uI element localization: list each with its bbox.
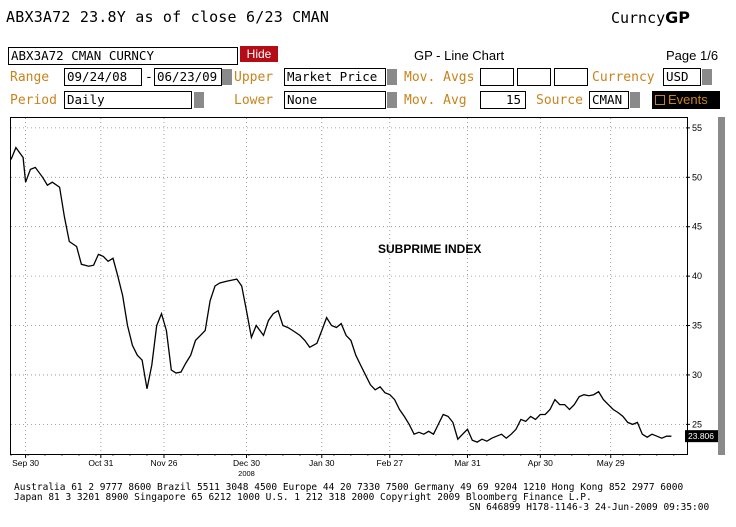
range-dash: - (145, 70, 153, 85)
source-dropdown[interactable] (630, 92, 640, 108)
page-indicator: Page 1/6 (666, 48, 719, 63)
source-label: Source (536, 93, 583, 108)
y-tick-label: 30 (692, 370, 702, 380)
x-tick-label: May 29 (597, 458, 625, 468)
lower-label: Lower (234, 93, 274, 108)
upper-dropdown[interactable] (387, 69, 397, 85)
mov-avgs-field-2[interactable] (517, 68, 551, 86)
y-tick-label: 50 (692, 172, 702, 182)
brand-prefix: Curncy (610, 9, 666, 27)
security-field[interactable]: ABX3A72 CMAN CURNCY (8, 47, 238, 65)
x-tick-label: Sep 30 (12, 458, 39, 468)
axes (10, 127, 690, 458)
footer: Australia 61 2 9777 8600 Brazil 5511 304… (14, 483, 709, 513)
mov-avgs-field-3[interactable] (554, 68, 588, 86)
y-tick-label: 35 (692, 321, 702, 331)
y-tick-label: 45 (692, 222, 702, 232)
range-from-field[interactable]: 09/24/08 (64, 68, 142, 86)
period-dropdown[interactable] (194, 92, 204, 108)
x-tick-label: Nov 26 (150, 458, 177, 468)
period-field[interactable]: Daily (64, 91, 192, 109)
chart-title: SUBPRIME INDEX (378, 242, 482, 256)
mov-avg-field[interactable]: 15 (480, 91, 526, 109)
last-value-box (685, 430, 719, 443)
footer-line-3: SN 646899 H178-1146-3 24-Jun-2009 09:35:… (469, 502, 710, 513)
upper-field[interactable]: Market Price (284, 68, 386, 86)
lower-dropdown[interactable] (387, 92, 397, 108)
mov-avgs-label: Mov. Avgs (404, 70, 475, 85)
series-line (10, 146, 672, 443)
year-label: 2008 (238, 469, 255, 478)
events-label: Events (668, 92, 708, 107)
y-tick-label: 40 (692, 271, 702, 281)
lower-field[interactable]: None (284, 91, 386, 109)
grid (11, 118, 686, 454)
x-tick-label: Apr 30 (528, 458, 553, 468)
x-tick-label: Mar 31 (454, 458, 481, 468)
page-title: ABX3A72 23.8Y as of close 6/23 CMAN (6, 8, 330, 26)
currency-label: Currency (592, 70, 655, 85)
footer-line-2: Japan 81 3 3201 8900 Singapore 65 6212 1… (14, 492, 592, 503)
brand-logo: CurncyGP (611, 8, 690, 27)
currency-dropdown[interactable] (702, 69, 712, 85)
brand-suffix: GP (665, 8, 690, 27)
x-tick-label: Oct 31 (88, 458, 113, 468)
x-tick-label: Feb 27 (377, 458, 404, 468)
source-field[interactable]: CMAN (589, 91, 629, 109)
mov-avgs-field-1[interactable] (480, 68, 514, 86)
x-tick-label: Dec 30 (233, 458, 260, 468)
y-tick-label: 25 (692, 419, 702, 429)
y-tick-label: 55 (692, 123, 702, 133)
events-checkbox-icon[interactable] (655, 95, 665, 105)
range-label: Range (10, 70, 50, 85)
upper-label: Upper (234, 70, 274, 85)
range-to-field[interactable]: 06/23/09 (154, 68, 222, 86)
hide-button[interactable]: Hide (240, 46, 278, 62)
tick-labels: 25 30 35 40 45 50 55 Sep 30 Oct 31 Nov 26 Dec 30 Ja… (12, 123, 719, 478)
period-label: Period (10, 93, 57, 108)
mov-avg-label: Mov. Avg (404, 93, 467, 108)
chart-area (10, 117, 688, 455)
range-dropdown[interactable] (222, 69, 232, 85)
events-toggle[interactable]: Events (652, 91, 720, 109)
footer-line-1: Australia 61 2 9777 8600 Brazil 5511 304… (14, 482, 684, 493)
x-tick-label: Jan 30 (309, 458, 335, 468)
last-value-label: 23.806 (688, 431, 714, 441)
currency-field[interactable]: USD (663, 68, 701, 86)
vertical-scrollbar[interactable] (718, 117, 725, 455)
chart-type-label: GP - Line Chart (414, 48, 505, 63)
